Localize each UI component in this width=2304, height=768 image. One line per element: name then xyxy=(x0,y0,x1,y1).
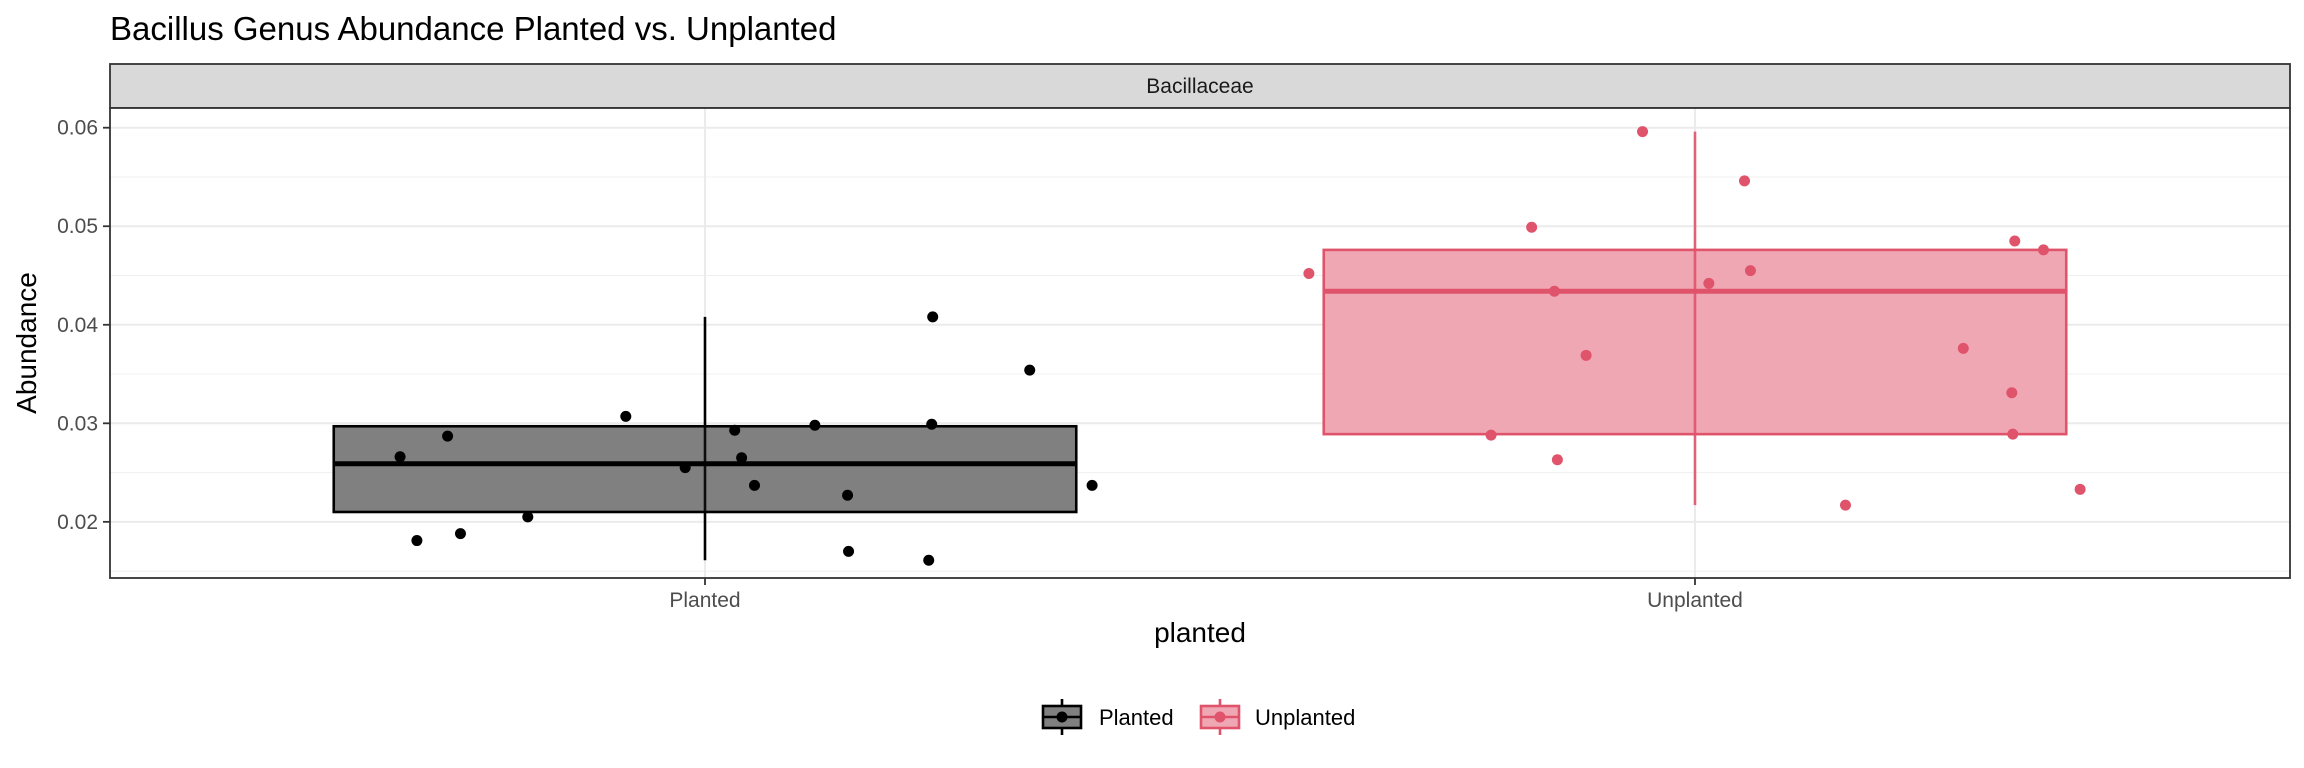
data-point xyxy=(2006,387,2018,399)
legend-key-point xyxy=(1056,711,1068,723)
data-point xyxy=(749,479,760,491)
data-point xyxy=(1086,479,1098,491)
y-tick-label: 0.04 xyxy=(57,314,98,337)
legend-item-planted: Planted xyxy=(1041,699,1174,735)
data-point xyxy=(1957,342,1969,354)
data-point xyxy=(1485,429,1497,441)
data-point xyxy=(394,451,406,463)
x-axis: Planted Unplanted xyxy=(669,578,1743,612)
data-point xyxy=(2037,244,2049,256)
box-planted xyxy=(332,316,1078,561)
data-point xyxy=(679,462,691,474)
boxes-layer xyxy=(332,131,2068,561)
data-point xyxy=(809,419,821,431)
data-point xyxy=(1551,454,1563,466)
data-point xyxy=(454,528,466,540)
x-tick-label: Planted xyxy=(669,589,740,612)
y-tick-label: 0.02 xyxy=(57,511,98,534)
data-point xyxy=(2009,235,2021,247)
legend-label: Unplanted xyxy=(1255,705,1355,730)
data-point xyxy=(411,535,423,547)
legend: Planted Unplanted xyxy=(1041,699,1355,735)
legend-item-unplanted: Unplanted xyxy=(1199,699,1355,735)
y-axis-title: Abundance xyxy=(11,272,42,414)
x-axis-title: planted xyxy=(1154,617,1246,648)
chart-title: Bacillus Genus Abundance Planted vs. Unp… xyxy=(110,10,836,47)
data-point xyxy=(1548,285,1560,297)
data-point xyxy=(1303,268,1315,280)
data-point xyxy=(842,489,854,501)
points-layer xyxy=(394,126,2086,566)
data-point xyxy=(1839,499,1851,511)
data-point xyxy=(2007,428,2019,440)
y-tick-label: 0.03 xyxy=(57,412,98,435)
y-tick-label: 0.06 xyxy=(57,117,98,140)
legend-key-point xyxy=(1214,711,1226,723)
data-point xyxy=(1744,265,1756,277)
data-point xyxy=(1526,221,1538,233)
data-point xyxy=(926,418,938,430)
box-unplanted xyxy=(1322,131,2068,506)
data-point xyxy=(927,311,939,323)
data-point xyxy=(1739,175,1750,187)
data-point xyxy=(729,424,741,436)
x-tick-label: Unplanted xyxy=(1647,589,1743,612)
y-axis: 0.02 0.03 0.04 0.05 0.06 xyxy=(57,117,110,534)
y-tick-label: 0.05 xyxy=(57,215,98,238)
data-point xyxy=(1637,126,1649,138)
data-point xyxy=(843,545,855,557)
data-point xyxy=(522,511,534,523)
plot-panel-border xyxy=(109,107,2291,579)
facet-strip-label: Bacillaceae xyxy=(1146,75,1253,98)
data-point xyxy=(442,430,454,442)
data-point xyxy=(1024,364,1036,376)
legend-label: Planted xyxy=(1099,705,1174,730)
facet-strip xyxy=(109,63,2291,109)
data-point xyxy=(736,452,748,464)
data-point xyxy=(2074,483,2086,495)
data-point xyxy=(923,554,935,566)
data-point xyxy=(1703,277,1715,289)
data-point xyxy=(1580,349,1592,361)
data-point xyxy=(620,410,632,422)
